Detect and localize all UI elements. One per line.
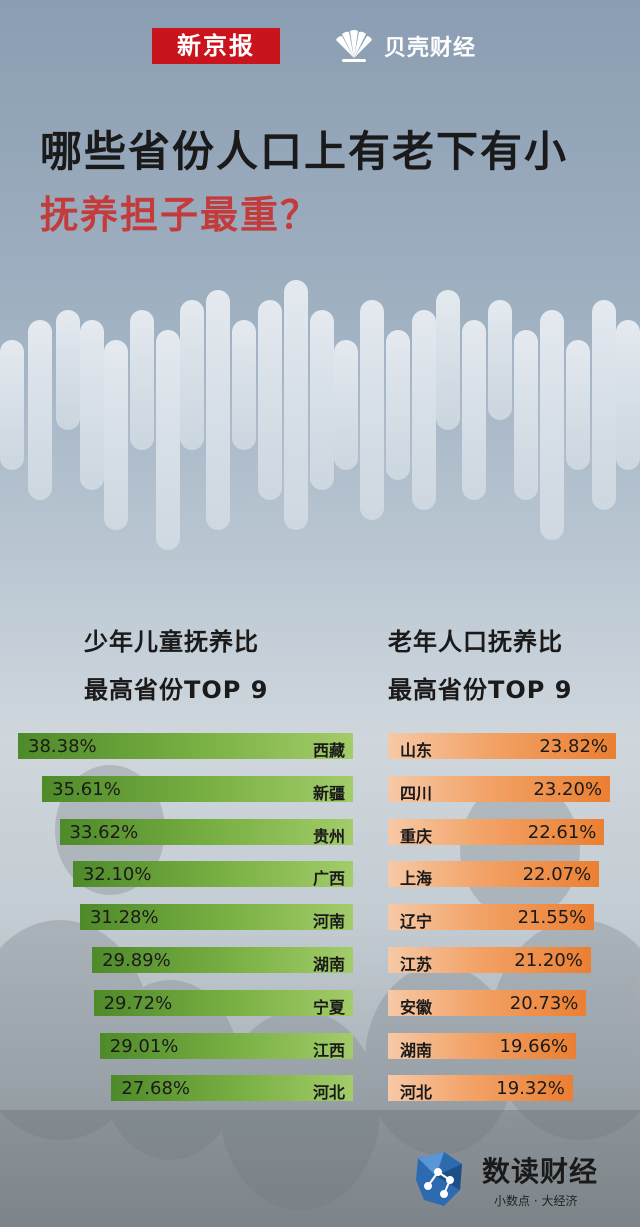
bar-category-label: 江苏 — [400, 955, 433, 974]
bar-category-label: 河北 — [400, 1083, 433, 1103]
bar-category-label: 湖南 — [400, 1040, 433, 1060]
bar-value-label: 19.32% — [496, 1078, 565, 1100]
bar-value-label: 29.01% — [109, 1035, 179, 1057]
bar-category-label: 湖南 — [312, 955, 345, 974]
bar-category-label: 山东 — [400, 741, 433, 760]
bar-elderly-6: 安徽 20.73% — [388, 989, 587, 1017]
xinjingbao-logo: 新京报 — [152, 28, 280, 64]
right-chart-title: 老年人口抚养比 — [388, 628, 563, 656]
bar-value-label: 27.68% — [121, 1078, 191, 1100]
bar-value-label: 35.61% — [52, 778, 121, 800]
bar-elderly-3: 上海 22.07% — [388, 861, 600, 889]
crowd-background — [0, 765, 640, 1227]
bar-elderly-7: 湖南 19.66% — [388, 1032, 577, 1060]
bar-value-label: 38.38% — [28, 736, 97, 757]
bar-elderly-2: 重庆 22.61% — [388, 818, 605, 846]
left-chart-subtitle: 最高省份TOP 9 — [84, 676, 269, 704]
bar-category-label: 贵州 — [312, 826, 345, 846]
bar-value-label: 29.72% — [103, 992, 173, 1014]
footer-brand: 数读财经 — [482, 1155, 599, 1188]
bar-category-label: 广西 — [312, 869, 345, 889]
bar-value-label: 22.61% — [527, 821, 597, 843]
bar-category-label: 新疆 — [312, 783, 345, 803]
bar-category-label: 四川 — [400, 783, 433, 803]
bar-elderly-0: 山东 23.82% — [388, 733, 616, 760]
bar-category-label: 重庆 — [400, 826, 433, 846]
bar-category-label: 河北 — [312, 1083, 345, 1103]
bar-child-5: 29.89% 湖南 — [92, 947, 353, 974]
bar-child-3: 32.10% 广西 — [72, 861, 353, 889]
bar-child-8: 27.68% 河北 — [111, 1075, 353, 1103]
bar-value-label: 19.66% — [499, 1035, 569, 1057]
bar-value-label: 23.20% — [533, 778, 603, 800]
bar-elderly-1: 四川 23.20% — [388, 775, 611, 803]
right-chart-subtitle: 最高省份TOP 9 — [388, 676, 573, 704]
drip-decoration — [0, 280, 640, 550]
bar-value-label: 31.28% — [89, 907, 159, 929]
bar-category-label: 江西 — [312, 1040, 345, 1060]
bar-category-label: 宁夏 — [312, 997, 345, 1017]
bar-value-label: 21.55% — [517, 907, 587, 929]
beike-logo-text: 贝壳财经 — [384, 36, 477, 61]
bar-value-label: 32.10% — [82, 864, 152, 886]
bar-value-label: 23.82% — [539, 736, 608, 757]
bar-child-1: 35.61% 新疆 — [42, 775, 353, 803]
bar-child-7: 29.01% 江西 — [99, 1032, 353, 1060]
bar-elderly-8: 河北 19.32% — [388, 1075, 573, 1103]
beike-caijing-logo: 贝壳财经 — [330, 28, 476, 64]
bar-category-label: 西藏 — [312, 741, 345, 760]
map-logo-icon — [416, 1152, 462, 1206]
bar-child-6: 29.72% 宁夏 — [93, 989, 353, 1017]
bar-category-label: 安徽 — [400, 997, 433, 1017]
bar-elderly-4: 辽宁 21.55% — [388, 904, 595, 932]
bar-child-0: 38.38% 西藏 — [18, 733, 353, 760]
bar-value-label: 22.07% — [522, 864, 592, 886]
bar-category-label: 辽宁 — [400, 912, 433, 932]
bar-value-label: 21.20% — [514, 950, 583, 971]
footer-tagline: 小数点 · 大经济 — [494, 1194, 578, 1208]
shell-icon — [336, 30, 372, 62]
bar-value-label: 33.62% — [69, 821, 139, 843]
bar-child-4: 31.28% 河南 — [79, 904, 353, 932]
main-title: 哪些省份人口上有老下有小 — [40, 127, 569, 176]
bar-value-label: 20.73% — [509, 992, 579, 1014]
header: 新京报 贝壳财经 — [0, 28, 640, 68]
bar-category-label: 河南 — [312, 912, 345, 932]
bar-child-2: 33.62% 贵州 — [59, 818, 353, 846]
bar-category-label: 上海 — [400, 869, 433, 889]
left-chart-title: 少年儿童抚养比 — [84, 628, 259, 656]
main-subtitle: 抚养担子最重？ — [40, 193, 321, 237]
bar-value-label: 29.89% — [102, 950, 171, 971]
bar-elderly-5: 江苏 21.20% — [388, 947, 591, 974]
